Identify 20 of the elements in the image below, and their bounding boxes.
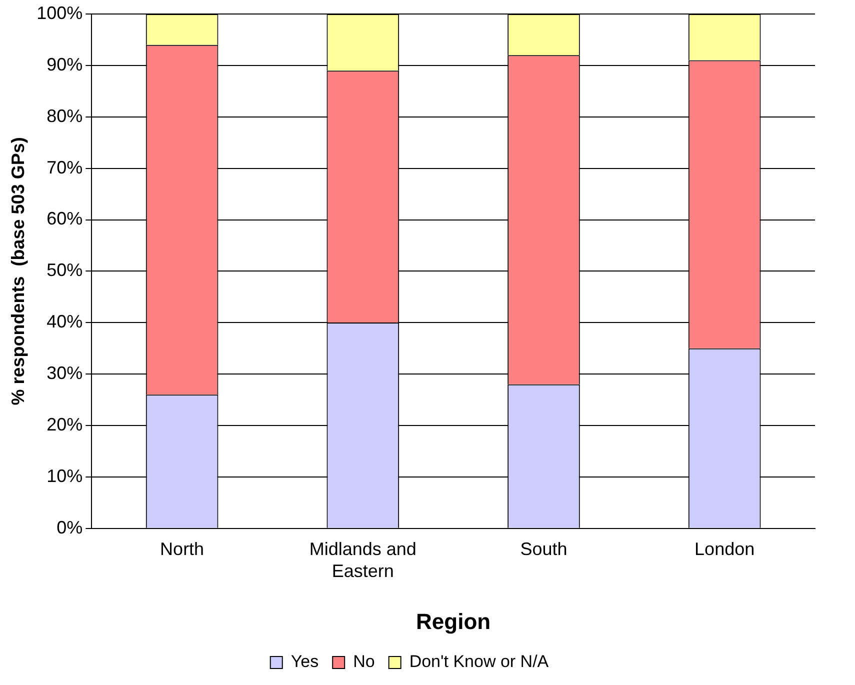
y-tick-label: 70% (46, 157, 83, 178)
legend-label: Don't Know or N/A (409, 652, 550, 672)
y-tick-label: 20% (46, 414, 83, 434)
y-axis-title: % respondents (base 503 GPs) (8, 137, 28, 406)
y-tick-label: 80% (46, 106, 83, 126)
y-tick-label: 30% (46, 363, 83, 384)
legend-label: No (353, 652, 375, 672)
legend-label: Yes (290, 652, 319, 672)
x-tick-label: Midlands and Eastern (309, 539, 416, 581)
x-tick-label: South (520, 539, 568, 560)
y-tick-label: 50% (46, 260, 83, 280)
x-axis-title: Region (416, 608, 491, 634)
y-tick-label: 40% (46, 312, 83, 332)
y-tick-label: 90% (46, 54, 83, 74)
y-tick-label: 60% (46, 208, 83, 229)
x-tick-label: London (694, 539, 755, 560)
y-tick-label: 10% (46, 466, 83, 486)
y-tick-label: 0% (56, 517, 83, 538)
y-tick-label: 100% (36, 2, 83, 23)
x-tick-label: North (160, 539, 204, 560)
